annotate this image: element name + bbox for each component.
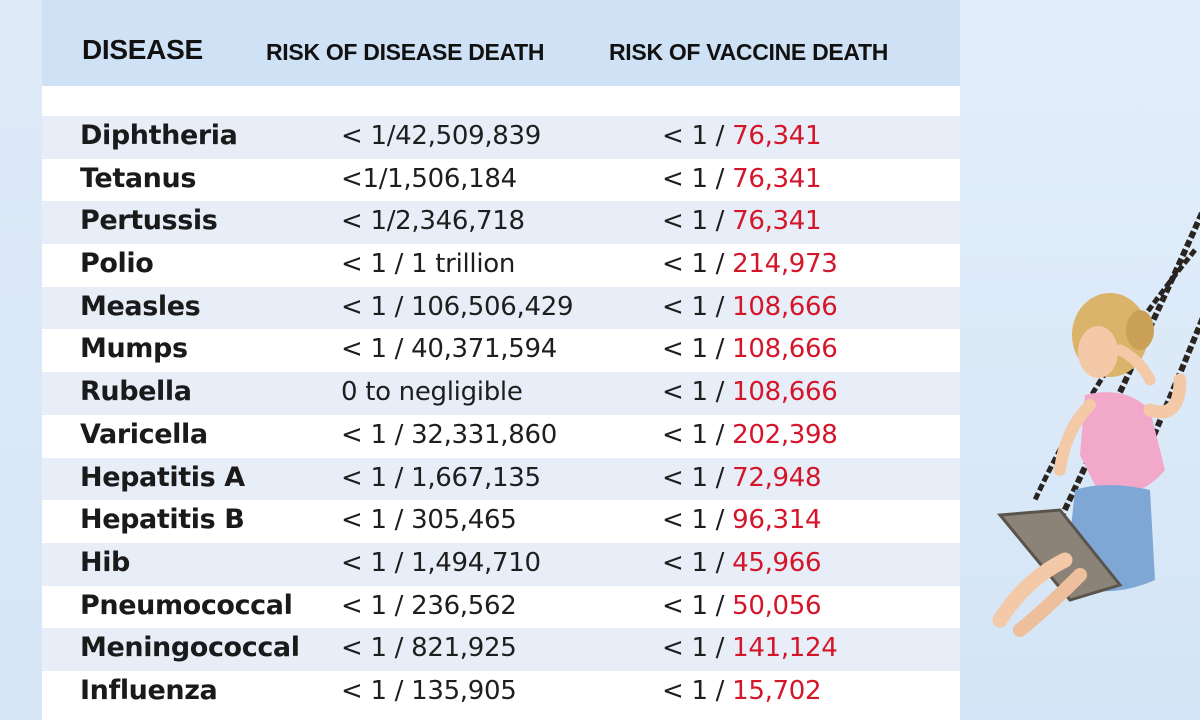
vaccine-death-risk: < 1 / 50,056 — [662, 590, 822, 621]
vaccine-risk-number: 108,666 — [732, 291, 838, 322]
vaccine-risk-number: 72,948 — [732, 462, 822, 493]
vaccine-death-risk: < 1 / 141,124 — [662, 633, 838, 663]
vaccine-risk-prefix: < 1 / — [662, 419, 733, 450]
vaccine-death-risk: < 1 / 202,398 — [662, 420, 838, 450]
disease-death-risk: <1/1,506,184 — [341, 163, 517, 194]
vaccine-risk-prefix: < 1 / — [662, 505, 733, 536]
disease-death-risk: < 1 / 40,371,594 — [341, 334, 557, 365]
disease-death-risk: < 1 / 1,667,135 — [341, 462, 541, 493]
header-vaccine-death: RISK OF VACCINE DEATH — [609, 39, 889, 65]
table-row: Tetanus <1/1,506,184 < 1 / 76,341 — [42, 158, 960, 202]
child-on-swing-image — [960, 0, 1200, 720]
table-row: Diphtheria < 1/42,509,839 < 1 / 76,341 — [42, 116, 960, 159]
disease-name: Influenza — [80, 674, 218, 706]
vaccine-risk-number: 214,973 — [732, 249, 838, 280]
table-header: DISEASE RISK OF DISEASE DEATH RISK OF VA… — [42, 0, 960, 86]
table-row: Measles < 1 / 106,506,429 < 1 / 108,666 — [42, 286, 960, 330]
vaccine-risk-number: 76,341 — [732, 121, 822, 151]
vaccine-risk-prefix: < 1 / — [662, 377, 733, 408]
vaccine-death-risk: < 1 / 108,666 — [662, 377, 838, 407]
vaccine-risk-prefix: < 1 / — [662, 462, 733, 493]
disease-name: Pneumococcal — [80, 589, 293, 621]
disease-death-risk: < 1 / 135,905 — [341, 675, 517, 706]
vaccine-death-risk: < 1 / 76,341 — [662, 121, 822, 151]
disease-name: Hepatitis B — [80, 504, 245, 536]
table-row: Meningococcal < 1 / 821,925 < 1 / 141,124 — [42, 628, 960, 671]
table-row: Pertussis < 1/2,346,718 < 1 / 76,341 — [42, 201, 960, 245]
disease-death-risk: < 1/2,346,718 — [341, 206, 525, 237]
sky-background-left — [0, 0, 42, 720]
vaccine-risk-prefix: < 1 / — [662, 633, 733, 664]
vaccine-risk-prefix: < 1 / — [662, 121, 733, 151]
vaccine-risk-number: 76,341 — [732, 206, 822, 237]
vaccine-risk-prefix: < 1 / — [662, 249, 733, 280]
disease-name: Polio — [80, 248, 154, 280]
vaccine-death-risk: < 1 / 76,341 — [662, 163, 822, 194]
disease-name: Mumps — [80, 333, 188, 365]
table-row: Hib < 1 / 1,494,710 < 1 / 45,966 — [42, 542, 960, 586]
disease-death-risk: < 1 / 1 trillion — [341, 249, 516, 280]
vaccine-risk-number: 50,056 — [732, 590, 822, 621]
table-body: Diphtheria < 1/42,509,839 < 1 / 76,341 Teta… — [42, 116, 960, 714]
disease-name: Rubella — [80, 376, 192, 408]
header-spacer — [42, 86, 960, 116]
disease-name: Measles — [80, 290, 201, 322]
table-row: Pneumococcal < 1 / 236,562 < 1 / 50,056 — [42, 585, 960, 629]
table-row: Hepatitis A < 1 / 1,667,135 < 1 / 72,948 — [42, 457, 960, 501]
vaccine-risk-prefix: < 1 / — [662, 675, 733, 706]
disease-name: Tetanus — [80, 162, 196, 194]
vaccine-death-risk: < 1 / 15,702 — [662, 675, 822, 706]
vaccine-death-risk: < 1 / 214,973 — [662, 249, 838, 279]
disease-name: Meningococcal — [80, 632, 300, 664]
vaccine-risk-number: 108,666 — [732, 377, 838, 408]
disease-death-risk: < 1 / 32,331,860 — [341, 419, 557, 450]
header-disease-death: RISK OF DISEASE DEATH — [266, 39, 545, 65]
disease-name: Hib — [80, 546, 130, 578]
table-row: Mumps < 1 / 40,371,594 < 1 / 108,666 — [42, 329, 960, 373]
vaccine-risk-number: 15,702 — [732, 675, 822, 706]
disease-death-risk: < 1 / 236,562 — [341, 590, 517, 621]
vaccine-death-risk: < 1 / 96,314 — [662, 505, 822, 536]
disease-death-risk: 0 to negligible — [341, 377, 523, 408]
vaccine-risk-number: 45,966 — [732, 547, 822, 578]
vaccine-death-risk: < 1 / 76,341 — [662, 206, 822, 237]
vaccine-death-risk: < 1 / 72,948 — [662, 462, 822, 493]
disease-name: Diphtheria — [80, 120, 238, 151]
vaccine-risk-prefix: < 1 / — [662, 590, 733, 621]
table-row: Influenza < 1 / 135,905 < 1 / 15,702 — [42, 670, 960, 714]
disease-death-risk: < 1 / 821,925 — [341, 633, 517, 664]
vaccine-risk-prefix: < 1 / — [662, 291, 733, 322]
disease-name: Hepatitis A — [80, 461, 245, 493]
vaccine-risk-number: 76,341 — [732, 163, 822, 194]
vaccine-death-risk: < 1 / 108,666 — [662, 292, 838, 322]
disease-death-risk: < 1/42,509,839 — [341, 121, 542, 151]
vaccine-risk-prefix: < 1 / — [662, 163, 733, 194]
disease-death-risk: < 1 / 1,494,710 — [341, 547, 541, 578]
vaccine-risk-number: 141,124 — [732, 633, 838, 664]
disease-death-risk: < 1 / 305,465 — [341, 505, 517, 536]
disease-name: Pertussis — [80, 205, 218, 237]
vaccine-risk-number: 202,398 — [732, 419, 838, 450]
vaccine-risk-number: 108,666 — [732, 334, 838, 365]
header-disease: DISEASE — [82, 34, 203, 65]
vaccine-risk-number: 96,314 — [732, 505, 822, 536]
table-row: Varicella < 1 / 32,331,860 < 1 / 202,398 — [42, 414, 960, 458]
table-row: Rubella 0 to negligible < 1 / 108,666 — [42, 372, 960, 415]
table-row: Polio < 1 / 1 trillion < 1 / 214,973 — [42, 244, 960, 287]
vaccine-risk-prefix: < 1 / — [662, 547, 733, 578]
disease-name: Varicella — [80, 418, 208, 450]
disease-death-risk: < 1 / 106,506,429 — [341, 291, 574, 322]
vaccine-death-risk: < 1 / 45,966 — [662, 547, 822, 578]
vaccine-risk-prefix: < 1 / — [662, 334, 733, 365]
table-row: Hepatitis B < 1 / 305,465 < 1 / 96,314 — [42, 500, 960, 543]
vaccine-risk-prefix: < 1 / — [662, 206, 733, 237]
vaccine-death-risk: < 1 / 108,666 — [662, 334, 838, 364]
